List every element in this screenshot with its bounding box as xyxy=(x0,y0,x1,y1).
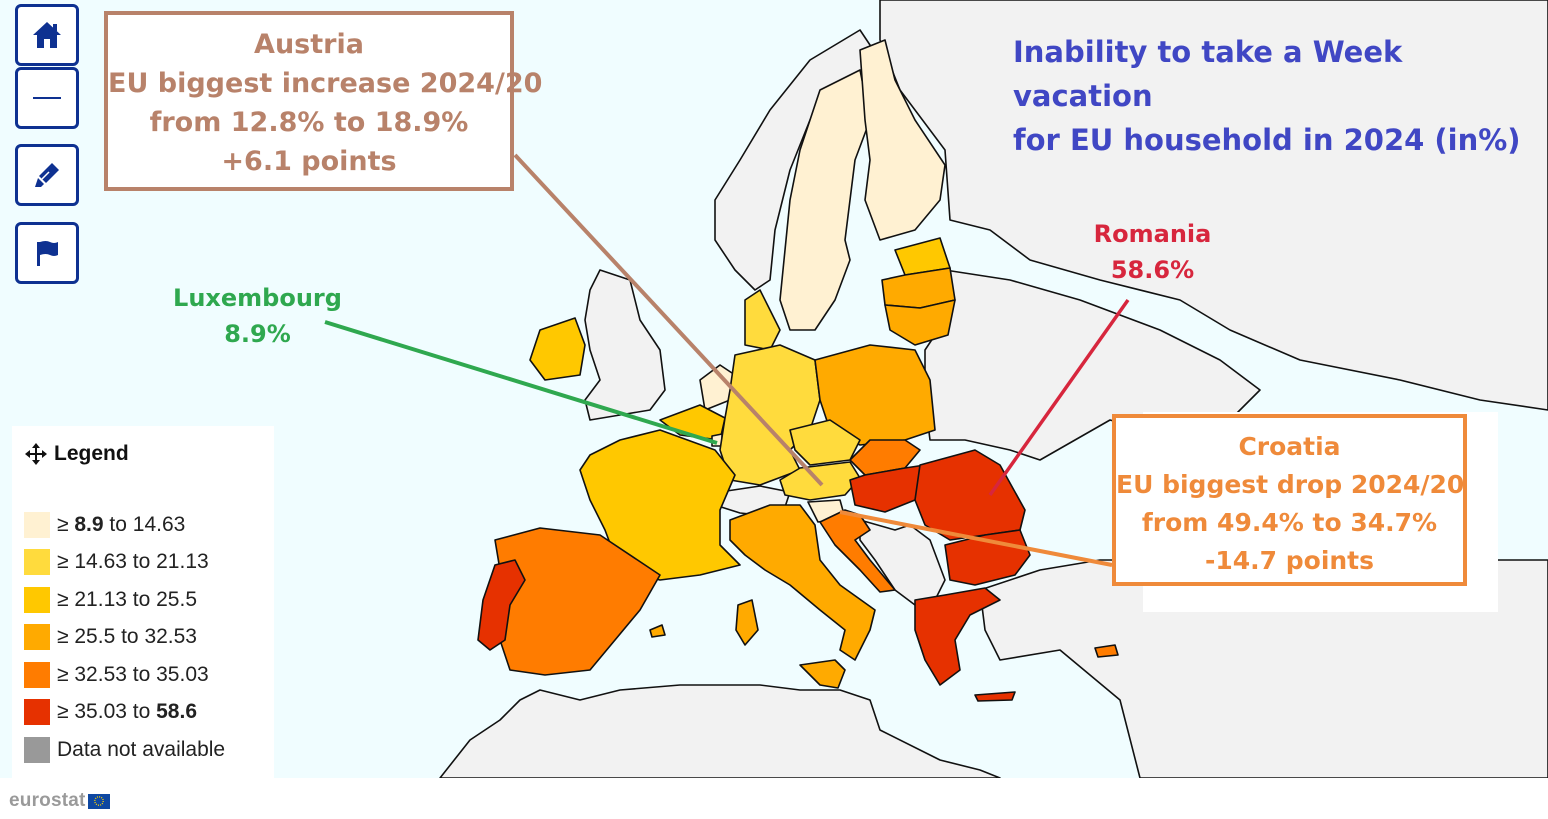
luxembourg-label-name: Luxembourg xyxy=(173,284,342,312)
minus-icon xyxy=(33,97,61,99)
country-portugal xyxy=(477,559,526,651)
legend-swatch xyxy=(24,587,50,613)
country-greece xyxy=(914,587,1001,686)
legend-item: ≥ 21.13 to 25.5 xyxy=(24,587,197,613)
country-sweden xyxy=(779,69,871,331)
legend-swatch xyxy=(24,549,50,575)
legend-from: 32.53 xyxy=(74,663,127,686)
austria-annotation-headline: EU biggest increase 2024/20 xyxy=(108,68,543,99)
legend-mid: to xyxy=(126,700,157,723)
legend-mid: to xyxy=(126,663,157,686)
move-icon[interactable] xyxy=(24,442,48,466)
austria-annotation-box: Austria EU biggest increase 2024/20 from… xyxy=(104,11,543,191)
country-sicily xyxy=(799,659,846,689)
croatia-leader-line xyxy=(839,510,1113,567)
non-eu-north-africa xyxy=(439,684,1001,778)
austria-annotation-change: +6.1 points xyxy=(221,146,397,177)
legend-swatch xyxy=(24,737,50,763)
legend-swatch xyxy=(24,624,50,650)
legend-swatch xyxy=(24,699,50,725)
legend-item-na: Data not available xyxy=(24,737,225,763)
legend-from: 14.63 xyxy=(74,550,127,573)
legend-prefix: ≥ xyxy=(57,550,75,573)
legend-na-label: Data not available xyxy=(57,738,226,761)
legend-to: 32.53 xyxy=(144,625,197,648)
europe-map[interactable] xyxy=(0,0,1548,778)
legend-prefix: ≥ xyxy=(57,700,75,723)
legend-to: 21.13 xyxy=(156,550,209,573)
legend-from: 8.9 xyxy=(74,513,104,536)
legend-item: ≥ 32.53 to 35.03 xyxy=(24,662,209,688)
flag-button[interactable] xyxy=(15,222,79,284)
legend-panel[interactable]: Legend ≥ 8.9 to 14.63 ≥ 14.63 to 21.13 ≥… xyxy=(12,426,274,778)
map-title-line-2: for EU household in 2024 (in%) xyxy=(1013,123,1521,157)
country-denmark xyxy=(744,289,781,351)
legend-to: 35.03 xyxy=(156,663,209,686)
country-malta xyxy=(649,624,666,638)
legend-mid: to xyxy=(115,625,145,648)
legend-to: 58.6 xyxy=(156,700,197,723)
legend-header[interactable]: Legend xyxy=(24,442,129,466)
croatia-annotation-change: -14.7 points xyxy=(1204,546,1375,575)
non-eu-russia-east xyxy=(879,0,1548,411)
legend-prefix: ≥ xyxy=(57,663,75,686)
austria-leader-line xyxy=(513,153,824,487)
legend-swatch xyxy=(24,512,50,538)
legend-item: ≥ 35.03 to 58.6 xyxy=(24,699,197,725)
legend-mid: to xyxy=(126,550,157,573)
legend-to: 14.63 xyxy=(132,513,186,536)
luxembourg-leader-line xyxy=(324,320,718,445)
croatia-annotation-range: from 49.4% to 34.7% xyxy=(1141,508,1438,537)
non-eu-uk xyxy=(584,269,666,421)
legend-title: Legend xyxy=(54,442,129,465)
country-france xyxy=(579,429,741,581)
country-romania xyxy=(914,449,1026,541)
eu-flag-icon xyxy=(87,793,110,809)
legend-item: ≥ 14.63 to 21.13 xyxy=(24,549,209,575)
country-ireland xyxy=(529,317,586,381)
croatia-annotation-headline: EU biggest drop 2024/20 xyxy=(1116,470,1465,499)
map-title: Inability to take a Week vacation for EU… xyxy=(1013,30,1548,162)
home-icon xyxy=(33,22,61,48)
zoom-out-button[interactable] xyxy=(15,67,79,129)
country-italy xyxy=(729,504,876,661)
luxembourg-label-value: 8.9% xyxy=(224,320,291,348)
legend-from: 25.5 xyxy=(74,625,116,648)
legend-prefix: ≥ xyxy=(57,513,75,536)
legend-mid: to xyxy=(126,588,157,611)
eurostat-wordmark: eurostat xyxy=(9,790,86,811)
legend-to: 25.5 xyxy=(156,588,197,611)
country-sardinia xyxy=(735,599,759,646)
country-finland xyxy=(859,39,946,241)
romania-leader-line xyxy=(988,298,1130,497)
luxembourg-label: Luxembourg 8.9% xyxy=(165,280,350,352)
highlighter-icon xyxy=(35,163,59,187)
legend-swatch xyxy=(24,662,50,688)
croatia-annotation-country: Croatia xyxy=(1238,432,1341,461)
flag-icon xyxy=(37,241,58,266)
map-title-line-1: Inability to take a Week vacation xyxy=(1013,35,1403,113)
legend-mid: to xyxy=(103,513,133,536)
legend-from: 21.13 xyxy=(74,588,127,611)
legend-prefix: ≥ xyxy=(57,588,75,611)
highlight-button[interactable] xyxy=(15,144,79,206)
legend-from: 35.03 xyxy=(74,700,127,723)
croatia-annotation-box: Croatia EU biggest drop 2024/20 from 49.… xyxy=(1112,414,1467,586)
legend-item: ≥ 8.9 to 14.63 xyxy=(24,512,185,538)
legend-item: ≥ 25.5 to 32.53 xyxy=(24,624,197,650)
austria-annotation-country: Austria xyxy=(254,29,364,60)
country-lithuania xyxy=(884,299,956,346)
country-crete xyxy=(974,691,1016,702)
eurostat-logo: eurostat xyxy=(9,790,110,812)
romania-label-value: 58.6% xyxy=(1110,256,1195,284)
romania-label-name: Romania xyxy=(1093,220,1212,248)
country-poland xyxy=(814,344,936,446)
romania-label: Romania 58.6% xyxy=(1085,216,1220,288)
home-button[interactable] xyxy=(15,4,79,66)
austria-annotation-range: from 12.8% to 18.9% xyxy=(149,107,469,138)
country-cyprus xyxy=(1094,644,1119,658)
legend-prefix: ≥ xyxy=(57,625,75,648)
